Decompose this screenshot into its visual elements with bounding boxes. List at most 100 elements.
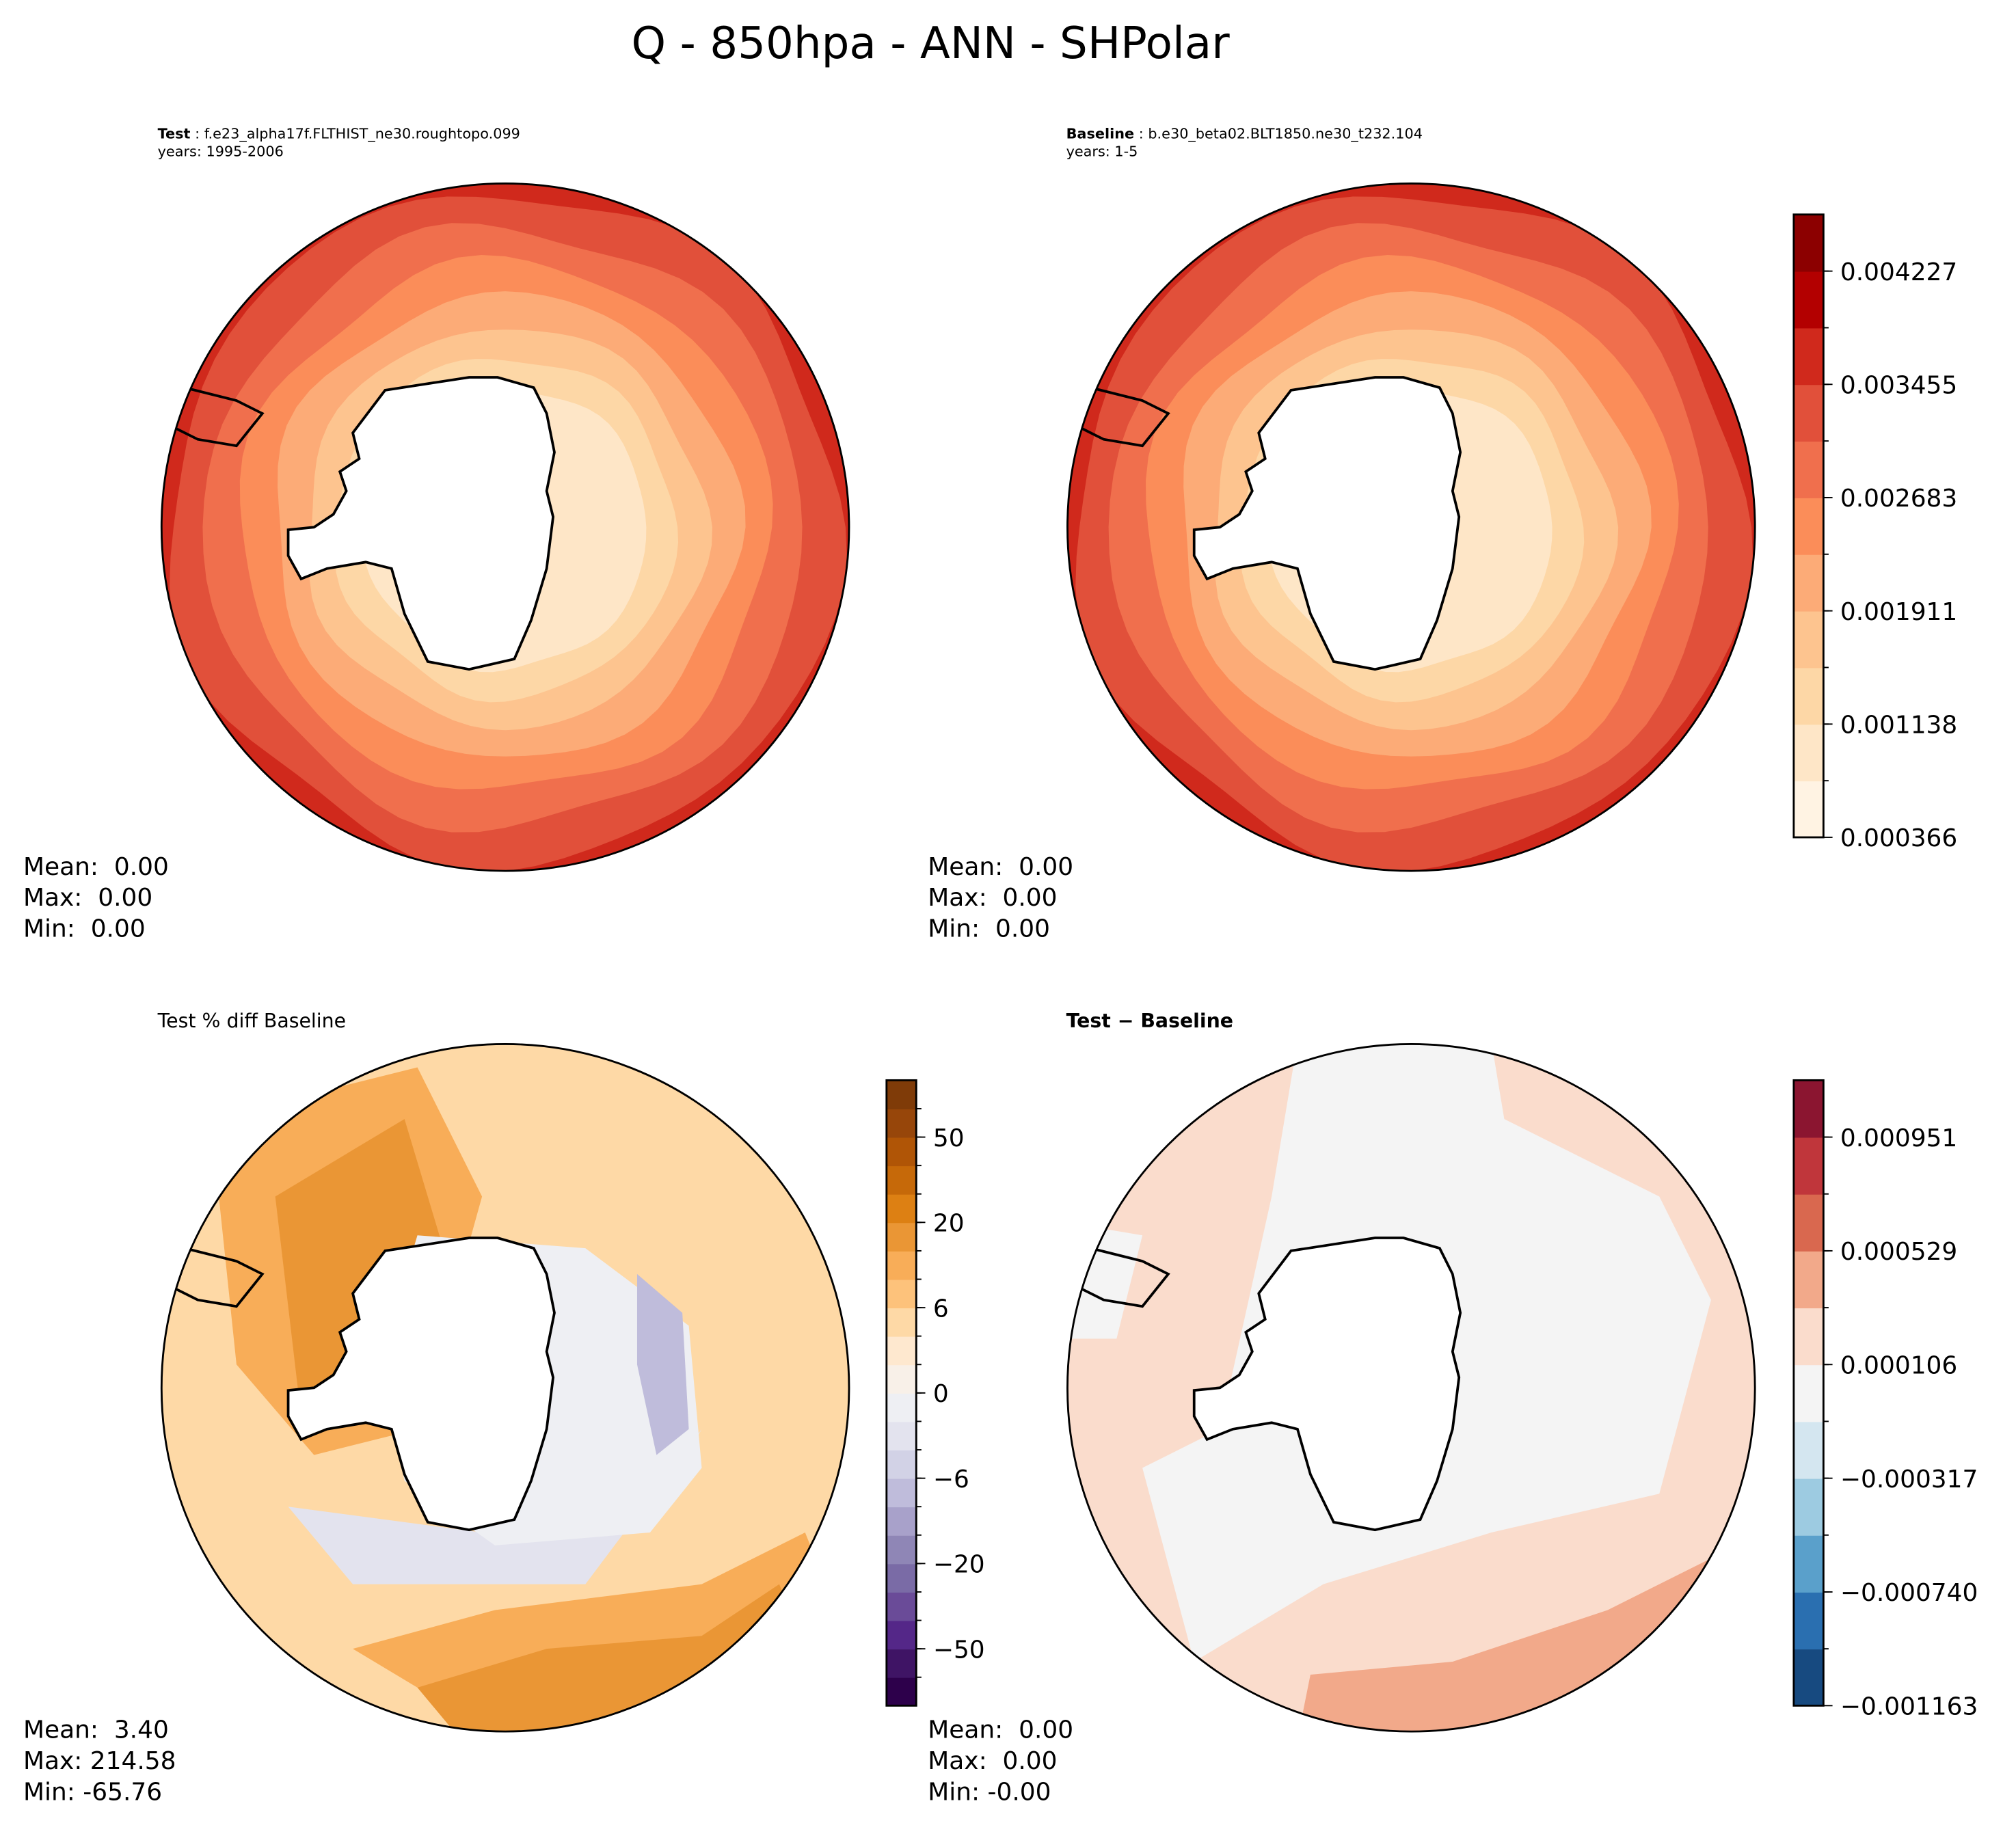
colorbar-band	[886, 1193, 917, 1224]
south-america-coastline	[171, 1247, 265, 1308]
baseline-mean: Mean: 0.00	[928, 852, 1074, 882]
colorbar-band	[886, 1649, 917, 1678]
colorbar-band	[1793, 1250, 1824, 1309]
colorbar-tick-label: −0.000740	[1840, 1579, 1978, 1607]
colorbar-band	[886, 1308, 917, 1337]
diff-min: Min: -0.00	[928, 1778, 1051, 1807]
colorbar-tick-label: 0	[933, 1380, 949, 1408]
colorbar-tick-label: −20	[933, 1551, 985, 1579]
test-stats: Mean: 0.00 Max: 0.00 Min: 0.00	[23, 852, 169, 945]
colorbar-band	[886, 1108, 917, 1138]
south-america-coastline	[1077, 1247, 1170, 1308]
contour-band	[636, 1273, 689, 1455]
pctdiff-min: Min: -65.76	[23, 1778, 163, 1807]
colorbar-band	[886, 1165, 917, 1195]
colorbar-tick-label: 0.000529	[1840, 1238, 1957, 1266]
diff-max: Max: 0.00	[928, 1746, 1058, 1776]
test-max: Max: 0.00	[23, 884, 153, 913]
colorbar-tick-label: −0.001163	[1840, 1693, 1978, 1721]
colorbar-tick-label: 0.000106	[1840, 1351, 1957, 1379]
diff-stats: Mean: 0.00 Max: 0.00 Min: -0.00	[928, 1715, 1073, 1808]
pctdiff-mean: Mean: 3.40	[23, 1716, 169, 1745]
colorbar-band	[886, 1421, 917, 1450]
colorbar-tick-label: −0.000317	[1840, 1466, 1978, 1494]
colorbar-band	[1793, 724, 1824, 782]
colorbar-tick-label: 0.004227	[1840, 258, 1957, 286]
baseline-min: Min: 0.00	[928, 915, 1050, 943]
test-label: Test	[157, 125, 191, 142]
colorbar-tick-label: 0.002683	[1840, 485, 1957, 513]
colorbar-band	[1793, 1535, 1824, 1593]
test-mean: Mean: 0.00	[23, 852, 169, 882]
colorbar-pctdiff: 50 20 6 0 −6 −20 −50	[885, 1079, 985, 1707]
colorbar-band	[886, 1507, 917, 1536]
colorbar-band	[1793, 384, 1824, 442]
antarctica-coastline	[1192, 1237, 1462, 1532]
colorbar-band	[1793, 1364, 1824, 1422]
colorbar-tick-label: 0.000951	[1840, 1124, 1957, 1152]
colorbar-band	[886, 1364, 917, 1394]
colorbar-band	[886, 1591, 917, 1621]
colorbar-band	[886, 1450, 917, 1479]
colorbar-band	[886, 1080, 917, 1109]
baseline-stats: Mean: 0.00 Max: 0.00 Min: 0.00	[928, 852, 1073, 945]
pctdiff-stats: Mean: 3.40 Max: 214.58 Min: -65.76	[23, 1715, 176, 1808]
colorbar-tick-label: −6	[933, 1466, 969, 1494]
colorbar-tick-label: 0.000366	[1840, 824, 1957, 852]
baseline-subtitle: Baseline : b.e30_beta02.BLT1850.ne30_t23…	[1066, 125, 1423, 161]
map-boundary	[160, 183, 850, 872]
colorbar-band	[1793, 1080, 1824, 1138]
antarctica-coastline	[1192, 376, 1462, 671]
test-years: years: 1995-2006	[157, 143, 284, 161]
colorbar-test-baseline: 0.004227 0.003455 0.002683 0.001911 0.001138…	[1792, 213, 1957, 852]
pctdiff-title: Test % diff Baseline	[157, 1009, 347, 1033]
colorbar-band	[1793, 1478, 1824, 1536]
colorbar-band	[1793, 1421, 1824, 1479]
colorbar-band	[1793, 781, 1824, 838]
test-case-name: f.e23_alpha17f.FLTHIST_ne30.roughtopo.09…	[204, 125, 520, 142]
colorbar-band	[886, 1563, 917, 1593]
colorbar-tick-label: 6	[933, 1295, 949, 1323]
diff-mean: Mean: 0.00	[928, 1716, 1074, 1745]
south-america-coastline	[1077, 386, 1170, 448]
colorbar-band	[1793, 271, 1824, 329]
colorbar-band	[886, 1222, 917, 1252]
test-map	[160, 183, 850, 872]
map-boundary	[1066, 1043, 1756, 1733]
colorbar-band	[886, 1250, 917, 1280]
colorbar-band	[1793, 1193, 1824, 1252]
colorbar-tick-label: 0.001138	[1840, 712, 1957, 740]
colorbar-band	[886, 1137, 917, 1167]
colorbar-band	[1793, 1137, 1824, 1195]
map-boundary	[1066, 183, 1756, 872]
colorbar-band	[1793, 1649, 1824, 1707]
colorbar-band	[1793, 667, 1824, 725]
pctdiff-map	[160, 1043, 850, 1733]
diff-title: Test − Baseline	[1066, 1009, 1234, 1033]
colorbar-band	[886, 1478, 917, 1508]
colorbar-band	[886, 1336, 917, 1366]
colorbar-band	[886, 1620, 917, 1650]
baseline-map	[1066, 183, 1756, 872]
baseline-label: Baseline	[1066, 125, 1135, 142]
colorbar-band	[1793, 610, 1824, 669]
colorbar-tick-label: 0.001911	[1840, 598, 1957, 626]
south-america-coastline	[171, 386, 265, 448]
antarctica-coastline	[286, 376, 556, 671]
antarctica-coastline	[286, 1237, 556, 1532]
test-subtitle: Test : f.e23_alpha17f.FLTHIST_ne30.rough…	[157, 125, 520, 161]
colorbar-tick-label: 0.003455	[1840, 372, 1957, 400]
baseline-case-name: b.e30_beta02.BLT1850.ne30_t232.104	[1148, 125, 1423, 142]
colorbar-band	[1793, 554, 1824, 612]
figure-title: Q - 850hpa - ANN - SHPolar	[631, 18, 1230, 70]
colorbar-band	[886, 1392, 917, 1422]
colorbar-frame	[1792, 1079, 1825, 1707]
colorbar-frame	[1792, 213, 1825, 839]
test-min: Min: 0.00	[23, 915, 146, 943]
contour-band	[288, 1429, 702, 1584]
colorbar-band	[1793, 214, 1824, 272]
pctdiff-max: Max: 214.58	[23, 1746, 176, 1776]
colorbar-band	[886, 1535, 917, 1565]
baseline-max: Max: 0.00	[928, 884, 1058, 913]
